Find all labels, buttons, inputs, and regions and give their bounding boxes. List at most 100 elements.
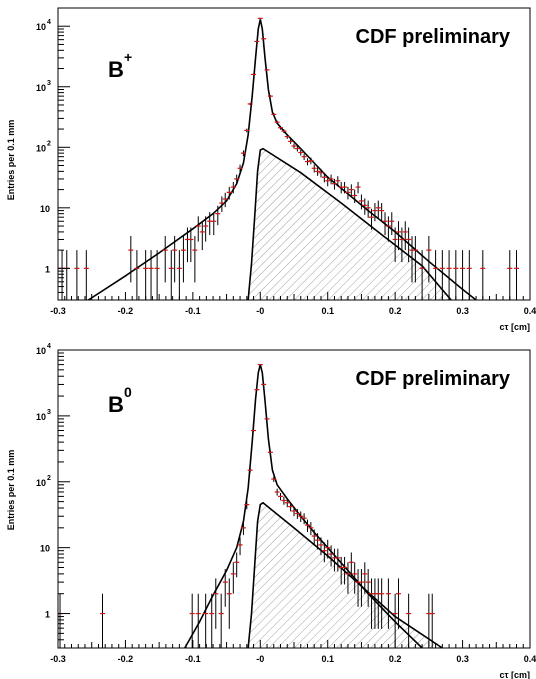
data-point xyxy=(271,476,277,482)
total-fit-curve xyxy=(87,19,477,301)
data-point xyxy=(211,212,217,236)
data-point xyxy=(251,429,257,432)
data-point xyxy=(335,548,341,572)
data-point xyxy=(254,40,260,43)
data-point xyxy=(406,227,412,263)
y-tick-label: 10 xyxy=(36,346,46,356)
data-point xyxy=(291,506,297,517)
y-tick-label: 10 xyxy=(36,412,46,422)
data-point xyxy=(284,134,290,139)
data-point xyxy=(261,383,267,386)
annotation-cdf-preliminary: CDF preliminary xyxy=(356,368,511,390)
data-point xyxy=(315,533,321,550)
data-point xyxy=(294,508,300,519)
data-point xyxy=(244,500,250,510)
data-point xyxy=(358,569,364,607)
data-point xyxy=(365,200,371,218)
data-point xyxy=(237,537,243,556)
x-tick-label: -0.2 xyxy=(118,306,134,316)
x-tick-label: 0.2 xyxy=(389,306,402,316)
y-tick-exponent: 3 xyxy=(47,80,51,87)
data-point xyxy=(365,569,371,607)
background-hatched-area xyxy=(248,502,443,648)
panel-label-superscript: 0 xyxy=(124,384,132,400)
data-point xyxy=(281,496,287,505)
data-point xyxy=(203,216,209,242)
data-point xyxy=(176,250,182,300)
data-point xyxy=(318,537,324,556)
y-axis-label: Entries per 0.1 mm xyxy=(6,120,16,201)
y-tick-label: 1 xyxy=(45,610,50,620)
data-point xyxy=(189,593,195,648)
data-point xyxy=(237,164,243,173)
data-point xyxy=(379,578,385,629)
data-point xyxy=(352,562,358,594)
data-point xyxy=(278,126,284,130)
data-point xyxy=(342,556,348,585)
data-point xyxy=(199,221,205,251)
data-point xyxy=(328,174,334,185)
data-point xyxy=(162,236,168,283)
data-point xyxy=(372,203,378,222)
data-point xyxy=(460,250,466,300)
data-point xyxy=(247,102,253,106)
data-point xyxy=(402,221,408,251)
data-point xyxy=(389,212,395,236)
data-point xyxy=(247,467,253,473)
y-tick-exponent: 2 xyxy=(47,475,51,482)
data-point xyxy=(304,519,310,532)
data-point xyxy=(352,189,358,204)
y-tick-exponent: 2 xyxy=(47,140,51,147)
data-point xyxy=(345,186,351,200)
data-point xyxy=(209,593,215,648)
data-point xyxy=(308,522,314,536)
data-point xyxy=(294,146,300,152)
y-tick-label: 10 xyxy=(36,143,46,153)
y-tick-exponent: 3 xyxy=(47,409,51,416)
data-point xyxy=(226,578,232,629)
data-point xyxy=(230,562,236,594)
x-tick-label: 0.2 xyxy=(389,654,402,664)
data-point xyxy=(195,593,201,648)
x-tick-label: 0.1 xyxy=(321,306,334,316)
data-point xyxy=(222,569,228,607)
x-tick-label: 0.4 xyxy=(524,306,536,316)
data-point xyxy=(184,227,190,263)
data-point xyxy=(514,250,520,300)
data-point xyxy=(274,488,280,496)
y-tick-label: 1 xyxy=(45,264,50,274)
y-tick-exponent: 4 xyxy=(47,343,51,350)
y-tick-exponent: 4 xyxy=(47,19,51,26)
data-point xyxy=(226,186,232,200)
data-point xyxy=(453,250,459,300)
data-point xyxy=(355,182,361,194)
x-tick-label: 0.3 xyxy=(456,306,469,316)
data-point xyxy=(203,593,209,648)
data-point xyxy=(396,221,402,251)
data-point xyxy=(291,143,297,149)
data-point xyxy=(288,139,294,144)
data-point xyxy=(369,208,375,230)
x-axis-label: cτ [cm] xyxy=(499,322,530,332)
data-point xyxy=(274,120,280,124)
data-point xyxy=(128,236,134,283)
chart-panel-bplus: Entries per 0.1 mm B + CDF preliminary c… xyxy=(6,7,536,332)
data-point xyxy=(318,168,324,178)
data-point xyxy=(385,578,391,629)
y-tick-label: 10 xyxy=(40,544,50,554)
data-point xyxy=(298,149,304,156)
data-point xyxy=(195,216,201,242)
data-point xyxy=(325,176,331,187)
data-point xyxy=(308,157,314,165)
data-point xyxy=(168,250,174,300)
data-point xyxy=(311,529,317,545)
data-point xyxy=(345,562,351,594)
x-tick-label: -0 xyxy=(256,306,264,316)
data-point xyxy=(304,158,310,166)
data-point xyxy=(267,450,273,455)
x-tick-label: 0.1 xyxy=(321,654,334,664)
data-point xyxy=(278,492,284,501)
data-point xyxy=(321,172,327,183)
background-hatched-area xyxy=(248,148,452,300)
data-point xyxy=(218,593,224,648)
